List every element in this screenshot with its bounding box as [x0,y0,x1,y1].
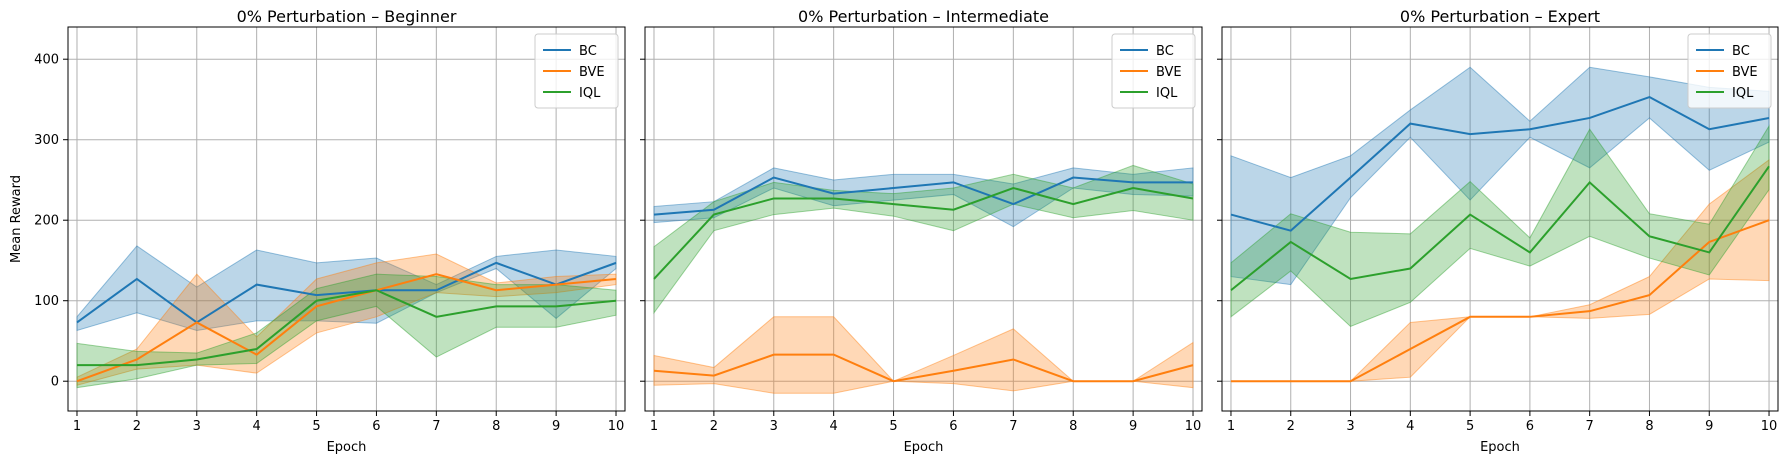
x-tick-label: 8 [1645,419,1653,434]
y-tick-label: 0 [51,375,59,390]
x-tick-label: 6 [949,419,957,434]
x-tick-label: 1 [1227,419,1235,434]
band-bve [653,316,1194,394]
x-tick-label: 4 [253,419,261,434]
axes-frame [644,26,1203,412]
x-tick-label: 10 [1185,419,1202,434]
x-tick-label: 5 [889,419,897,434]
x-axis-label: Epoch [1480,440,1520,455]
legend-label-bve: BVE [1732,65,1758,80]
x-tick-label: 3 [770,419,778,434]
x-tick-label: 6 [1526,419,1534,434]
legend: BC BVE IQL [1687,33,1772,109]
x-tick-label: 2 [710,419,718,434]
line-bc [1230,95,1770,232]
x-tick-label: 9 [1129,419,1137,434]
x-tick-label: 8 [492,419,500,434]
line-bve [653,353,1194,383]
subplot-intermediate: 0% Perturbation – Intermediate 1 2 3 4 5 6 7 8 9 1… [640,7,1203,455]
x-tick-label: 6 [372,419,380,434]
legend-label-bve: BVE [1156,65,1182,80]
x-tick-label: 1 [73,419,81,434]
band-iql [76,273,617,389]
chart-title: 0% Perturbation – Beginner [237,7,457,26]
y-tick-label: 100 [34,294,59,309]
line-iql [653,186,1194,280]
axes-frame [1221,26,1779,412]
y-tick-label: 200 [34,214,59,229]
line-bve [1230,219,1770,383]
legend-box [534,33,619,109]
legend-label-bc: BC [579,44,597,59]
y-tick-label: 400 [34,53,59,68]
y-axis-label: Mean Reward [9,175,24,263]
chart-title: 0% Perturbation – Expert [1400,7,1600,26]
subplot-expert: 0% Perturbation – Expert 1 2 3 4 5 6 7 8 9 10 Epoch… [1217,7,1779,455]
line-iql [76,289,617,367]
legend: BC BVE IQL [534,33,619,109]
x-tick-label: 10 [1761,419,1778,434]
x-tick-label: 5 [1466,419,1474,434]
line-bc [653,176,1194,216]
chart-title: 0% Perturbation – Intermediate [798,7,1049,26]
x-tick-label: 10 [608,419,625,434]
line-iql [1230,165,1770,292]
legend-box [1687,33,1772,109]
band-bc [1230,66,1770,286]
x-tick-label: 7 [1586,419,1594,434]
x-tick-label: 5 [312,419,320,434]
x-axis-label: Epoch [904,440,944,455]
legend-label-bc: BC [1156,44,1174,59]
legend-label-bve: BVE [579,65,605,80]
legend-label-bc: BC [1732,44,1750,59]
legend: BC BVE IQL [1111,33,1196,109]
x-tick-label: 2 [133,419,141,434]
x-tick-label: 8 [1069,419,1077,434]
x-tick-label: 2 [1287,419,1295,434]
x-tick-label: 9 [552,419,560,434]
legend-label-iql: IQL [579,86,601,101]
x-tick-label: 3 [193,419,201,434]
x-tick-label: 3 [1346,419,1354,434]
band-bc [76,245,617,332]
line-bve [76,273,617,383]
x-tick-label: 4 [1406,419,1414,434]
x-tick-label: 7 [432,419,440,434]
axes-frame [67,26,626,412]
x-tick-label: 9 [1705,419,1713,434]
line-bc [76,261,617,324]
legend-label-iql: IQL [1732,86,1754,101]
x-tick-label: 7 [1009,419,1017,434]
legend-box [1111,33,1196,109]
x-tick-label: 4 [830,419,838,434]
x-axis-label: Epoch [327,440,367,455]
legend-label-iql: IQL [1156,86,1178,101]
y-tick-label: 300 [34,133,59,148]
x-tick-label: 1 [650,419,658,434]
